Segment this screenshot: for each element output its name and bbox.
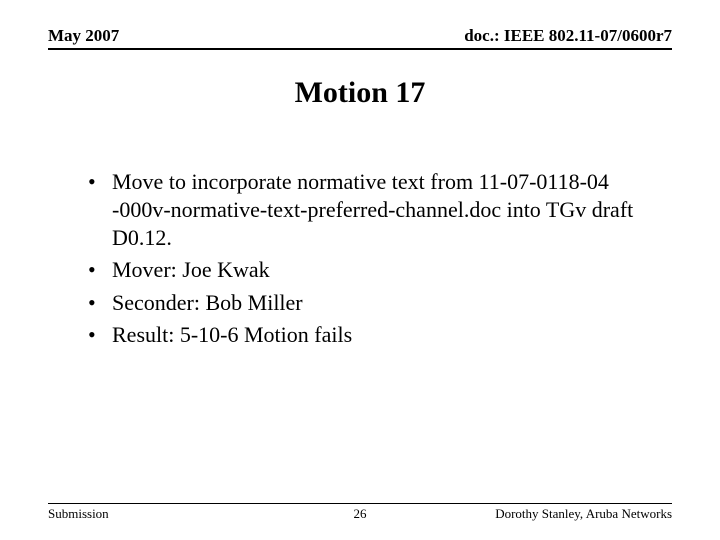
header-docref: doc.: IEEE 802.11-07/0600r7 [464,26,672,46]
footer-row: Submission 26 Dorothy Stanley, Aruba Net… [48,506,672,522]
slide-footer: Submission 26 Dorothy Stanley, Aruba Net… [48,503,672,522]
header-date: May 2007 [48,26,119,46]
footer-rule [48,503,672,504]
bullet-item: Move to incorporate normative text from … [88,168,672,252]
slide-page: May 2007 doc.: IEEE 802.11-07/0600r7 Mot… [0,0,720,540]
footer-page-number: 26 [256,506,464,522]
header-rule [48,48,672,50]
bullet-item: Result: 5-10-6 Motion fails [88,321,672,349]
slide-title: Motion 17 [48,76,672,110]
bullet-item: Seconder: Bob Miller [88,289,672,317]
footer-left: Submission [48,506,256,522]
footer-author: Dorothy Stanley, Aruba Networks [464,506,672,522]
bullet-item: Mover: Joe Kwak [88,256,672,284]
slide-header: May 2007 doc.: IEEE 802.11-07/0600r7 [48,26,672,46]
bullet-list: Move to incorporate normative text from … [48,168,672,349]
